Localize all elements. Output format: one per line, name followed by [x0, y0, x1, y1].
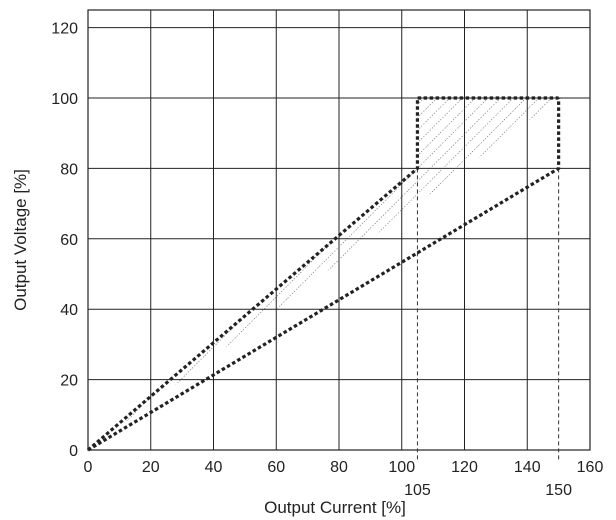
x-tick-label: 80 [330, 459, 348, 476]
annotations: 105 150 [404, 482, 572, 499]
x-tick-label: 100 [388, 459, 415, 476]
upper-boundary [86, 96, 559, 452]
y-tick-label: 100 [51, 91, 78, 108]
x-axis-title: Output Current [%] [264, 498, 406, 517]
x-tick-label: 140 [514, 459, 541, 476]
operating-region [86, 96, 561, 452]
gridlines [87, 10, 591, 451]
x-tick-label: 0 [84, 459, 93, 476]
x-tick-label: 160 [577, 459, 604, 476]
x-tick-label: 40 [205, 459, 223, 476]
y-tick-label: 20 [60, 373, 78, 390]
x-tick-label: 20 [142, 459, 160, 476]
y-tick-label: 80 [60, 161, 78, 178]
tick-labels: 0 20 40 60 80 100 120 140 160 0 20 40 60 80 100 120 [51, 21, 603, 476]
x-tick-label: 60 [267, 459, 285, 476]
y-tick-label: 120 [51, 21, 78, 38]
lower-boundary [87, 98, 561, 452]
y-axis-title: Output Voltage [%] [11, 169, 30, 311]
x-tick-label: 120 [451, 459, 478, 476]
y-tick-label: 40 [60, 302, 78, 319]
hatched-region [88, 98, 559, 450]
annotation-label: 105 [404, 482, 431, 499]
y-tick-label: 0 [69, 443, 78, 460]
y-tick-label: 60 [60, 232, 78, 249]
annotation-label: 150 [545, 482, 572, 499]
